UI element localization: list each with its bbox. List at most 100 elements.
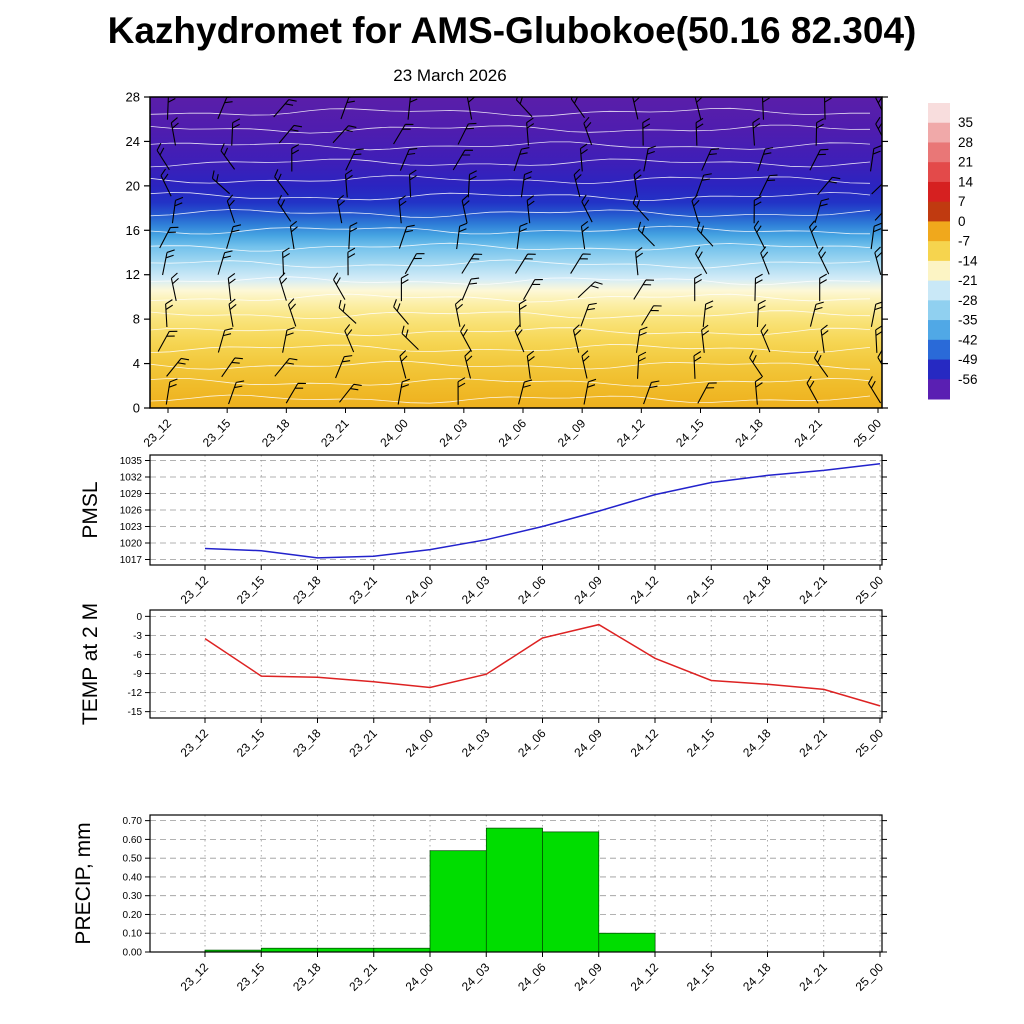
x-tick-label: 23_15 bbox=[234, 960, 268, 994]
x-tick-label: 23_12 bbox=[178, 960, 212, 994]
precip-mm-bar bbox=[429, 850, 487, 953]
y-tick-label: 1035 bbox=[120, 456, 143, 467]
x-tick-label: 25_00 bbox=[853, 960, 887, 994]
y-tick-label: 1029 bbox=[120, 489, 143, 500]
wind-barbs bbox=[156, 97, 882, 405]
x-tick-label: 24_12 bbox=[628, 726, 662, 760]
colorbar-tick-label: 14 bbox=[958, 174, 974, 189]
y-tick-label: -12 bbox=[128, 688, 143, 699]
x-tick-label: 24_18 bbox=[732, 416, 766, 450]
precip-mm-bar bbox=[485, 827, 543, 953]
precip-mm-panel: 0.00 0.10 0.20 0.30 0.40 0.50 0.60 0.70 23_12 23_… bbox=[72, 814, 887, 994]
colorbar-tick-label: -14 bbox=[958, 253, 978, 268]
y-tick-label: -6 bbox=[133, 650, 142, 661]
x-tick-label: 24_06 bbox=[515, 726, 549, 760]
y-tick-label: 0.20 bbox=[123, 910, 143, 921]
precip-mm-axis-title: PRECIP, mm bbox=[72, 822, 95, 944]
page-title: Kazhydromet for AMS-Glubokoe(50.16 82.30… bbox=[107, 10, 917, 51]
y-tick-label: 24 bbox=[126, 134, 140, 149]
y-tick-label: 1023 bbox=[120, 522, 143, 533]
colorbar-tick-label: 0 bbox=[958, 214, 966, 229]
y-tick-label: -9 bbox=[133, 669, 142, 680]
temperature-shading bbox=[150, 97, 882, 408]
x-tick-label: 24_15 bbox=[684, 726, 718, 760]
y-tick-label: -3 bbox=[133, 631, 142, 642]
x-tick-label: 24_18 bbox=[740, 726, 774, 760]
x-tick-label: 24_21 bbox=[796, 726, 830, 760]
colorbar-tick-label: -42 bbox=[958, 332, 978, 347]
x-tick-label: 24_09 bbox=[571, 726, 605, 760]
x-tick-label: 24_12 bbox=[628, 960, 662, 994]
x-tick-label: 24_12 bbox=[614, 416, 648, 450]
colorbar-tick-label: -49 bbox=[958, 352, 978, 367]
x-tick-label: 24_15 bbox=[673, 416, 707, 450]
x-tick-label: 23_21 bbox=[346, 726, 380, 760]
x-tick-label: 23_15 bbox=[234, 573, 268, 607]
x-tick-label: 23_12 bbox=[141, 416, 175, 450]
pmsl-axis-title: PMSL bbox=[79, 481, 102, 538]
y-tick-label: 0.60 bbox=[123, 835, 143, 846]
y-tick-label: 0.30 bbox=[123, 891, 143, 902]
colorbar-tick-label: -35 bbox=[958, 313, 978, 328]
y-tick-label: 1026 bbox=[120, 506, 143, 517]
precip-mm-bar bbox=[542, 831, 600, 953]
x-tick-label: 23_12 bbox=[178, 726, 212, 760]
y-tick-label: 0.40 bbox=[123, 872, 143, 883]
x-tick-label: 24_21 bbox=[796, 960, 830, 994]
x-tick-label: 24_06 bbox=[496, 416, 530, 450]
x-tick-label: 24_09 bbox=[571, 960, 605, 994]
y-tick-label: 20 bbox=[126, 178, 140, 193]
colorbar-tick-label: 7 bbox=[958, 194, 966, 209]
y-tick-label: -15 bbox=[128, 707, 143, 718]
x-tick-label: 24_03 bbox=[459, 960, 493, 994]
temperature-contour-lines bbox=[150, 107, 871, 404]
x-tick-label: 23_18 bbox=[290, 726, 324, 760]
x-tick-label: 24_12 bbox=[628, 573, 662, 607]
y-tick-label: 1020 bbox=[120, 539, 143, 550]
x-tick-label: 23_15 bbox=[234, 726, 268, 760]
y-tick-label: 0.10 bbox=[123, 929, 143, 940]
y-tick-label: 0.00 bbox=[123, 948, 143, 959]
x-tick-label: 24_00 bbox=[403, 726, 437, 760]
pmsl-series-line bbox=[204, 463, 881, 559]
cross-section-panel: 0 4 8 12 16 20 24 28 23_12 23_15 23_18 23_21 24_00 24… bbox=[126, 90, 888, 450]
chart-date-subtitle: 23 March 2026 bbox=[393, 66, 507, 85]
y-tick-label: 1017 bbox=[120, 555, 143, 566]
precip-mm-bar bbox=[598, 932, 656, 953]
x-tick-label: 23_15 bbox=[200, 416, 234, 450]
y-tick-label: 0.70 bbox=[123, 816, 143, 827]
x-tick-label: 24_00 bbox=[403, 960, 437, 994]
y-tick-label: 1032 bbox=[120, 473, 143, 484]
x-tick-label: 23_18 bbox=[259, 416, 293, 450]
temp-at-2-m-axis-title: TEMP at 2 M bbox=[79, 603, 102, 725]
x-tick-label: 25_00 bbox=[851, 416, 885, 450]
x-tick-label: 24_06 bbox=[515, 960, 549, 994]
y-tick-label: 4 bbox=[133, 356, 140, 371]
x-tick-label: 23_18 bbox=[290, 960, 324, 994]
y-tick-label: 8 bbox=[133, 312, 140, 327]
x-tick-label: 24_21 bbox=[796, 573, 830, 607]
x-tick-label: 24_21 bbox=[791, 416, 825, 450]
x-tick-label: 23_18 bbox=[290, 573, 324, 607]
colorbar-tick-label: 21 bbox=[958, 155, 973, 170]
x-tick-label: 24_09 bbox=[571, 573, 605, 607]
colorbar-tick-label: -21 bbox=[958, 273, 978, 288]
y-tick-label: 0 bbox=[136, 612, 142, 623]
colorbar-tick-label: 35 bbox=[958, 115, 973, 130]
x-tick-label: 23_21 bbox=[346, 573, 380, 607]
colorbar-tick-label: -56 bbox=[958, 372, 978, 387]
x-tick-label: 24_00 bbox=[377, 416, 411, 450]
colorbar-tick-label: -28 bbox=[958, 293, 978, 308]
x-tick-label: 25_00 bbox=[853, 726, 887, 760]
x-tick-label: 23_12 bbox=[178, 573, 212, 607]
temp-at-2-m-series-line bbox=[204, 623, 881, 707]
x-tick-label: 24_03 bbox=[459, 726, 493, 760]
colorbar-tick-label: -7 bbox=[958, 234, 970, 249]
x-tick-label: 23_21 bbox=[346, 960, 380, 994]
colorbar-tick-label: 28 bbox=[958, 135, 973, 150]
y-tick-label: 0 bbox=[133, 401, 140, 416]
x-tick-label: 24_15 bbox=[684, 960, 718, 994]
x-tick-label: 24_09 bbox=[555, 416, 589, 450]
